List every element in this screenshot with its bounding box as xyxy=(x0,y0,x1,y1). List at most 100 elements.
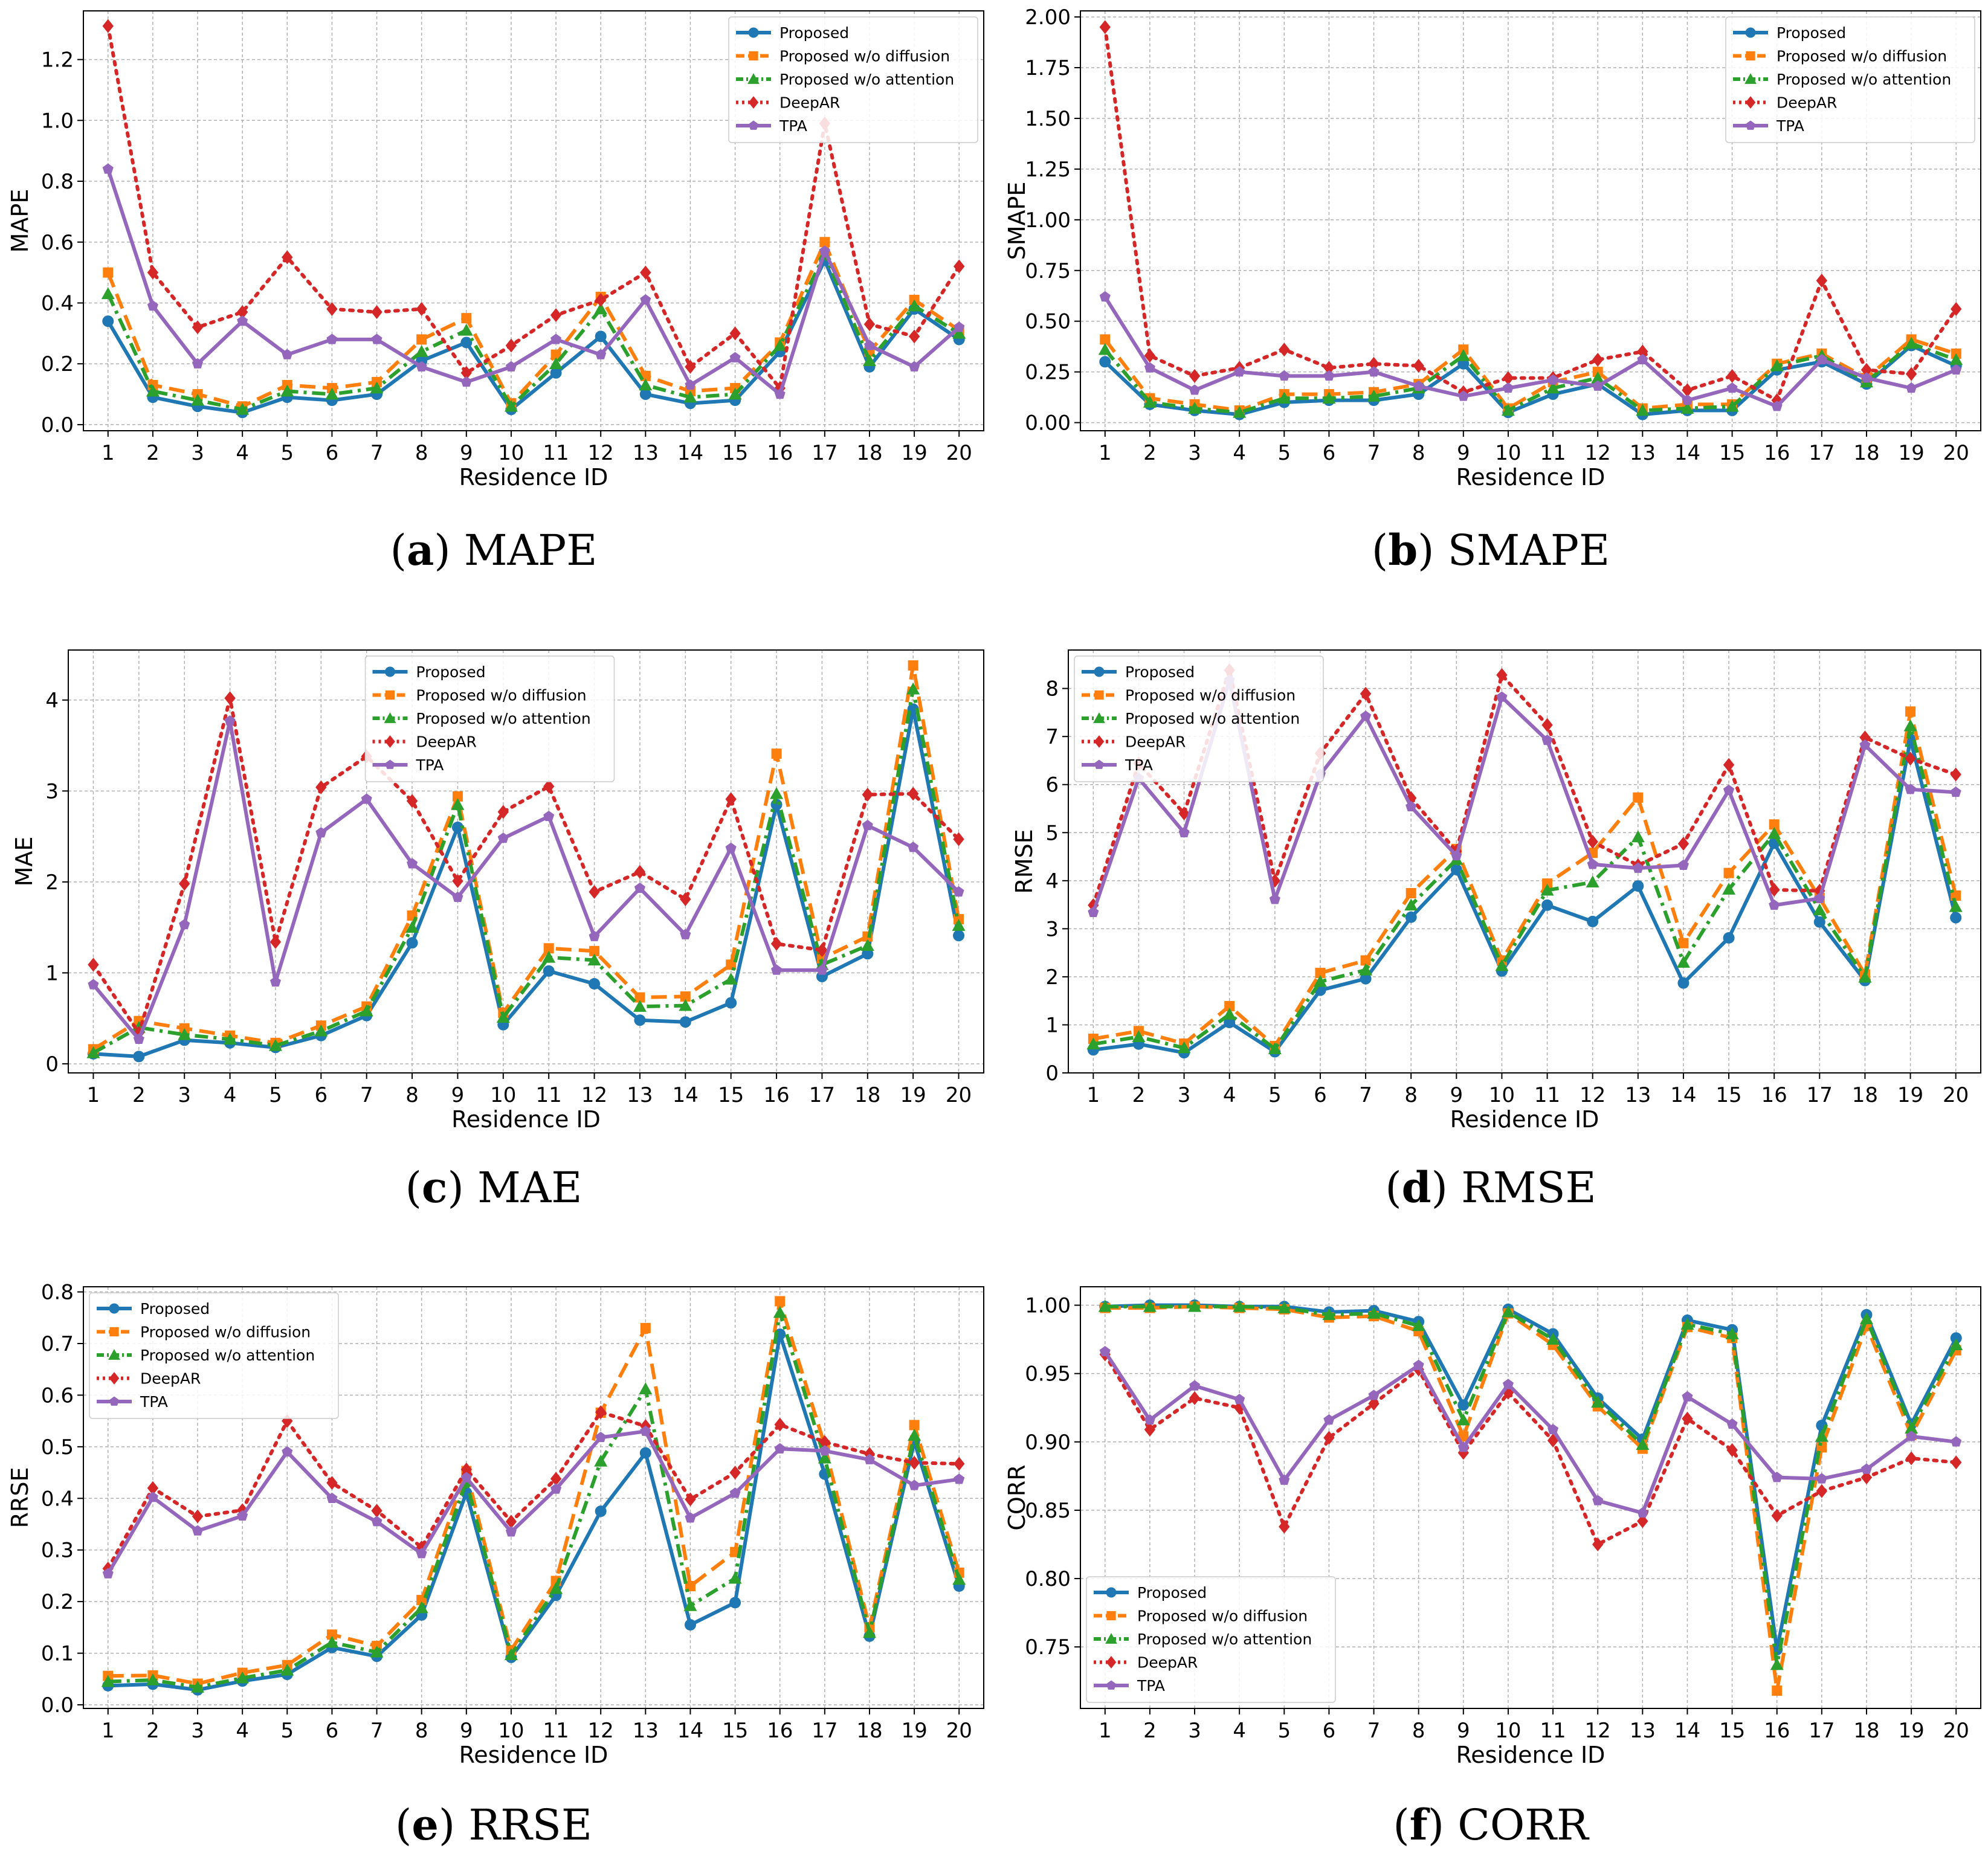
data-point xyxy=(1088,898,1099,912)
data-point xyxy=(407,858,418,869)
data-point xyxy=(634,864,646,879)
legend-label: DeepAR xyxy=(779,94,840,112)
data-point xyxy=(685,379,696,390)
data-point xyxy=(147,265,159,280)
y-tick-label: 0.85 xyxy=(1025,1499,1071,1523)
x-tick-label: 6 xyxy=(1314,1083,1327,1107)
series-line-4 xyxy=(1103,1352,1958,1547)
x-tick-label: 2 xyxy=(146,441,160,465)
data-point xyxy=(1905,706,1916,717)
legend-label: TPA xyxy=(779,117,807,135)
data-point xyxy=(1677,977,1689,989)
data-point xyxy=(1269,893,1280,904)
data-point xyxy=(1950,786,1961,797)
x-tick-label: 12 xyxy=(1580,1083,1606,1107)
data-point xyxy=(361,793,372,804)
data-point xyxy=(1905,1451,1917,1466)
data-point xyxy=(1723,868,1734,878)
x-tick-label: 14 xyxy=(677,441,703,465)
data-point xyxy=(633,1000,647,1012)
x-tick-label: 7 xyxy=(370,1719,384,1743)
plot-frame xyxy=(1068,649,1981,1074)
data-point xyxy=(549,1582,563,1594)
y-tick-label: 1.2 xyxy=(41,48,74,72)
x-tick-label: 9 xyxy=(451,1083,465,1107)
x-tick-label: 10 xyxy=(1489,1083,1515,1107)
data-point xyxy=(816,964,828,975)
series-line-3 xyxy=(106,252,960,411)
data-point xyxy=(1457,390,1469,401)
data-point xyxy=(909,361,920,372)
x-tick-label: 5 xyxy=(1268,1083,1282,1107)
data-point xyxy=(1359,963,1373,976)
legend-label: Proposed xyxy=(416,663,486,681)
data-point xyxy=(594,1454,608,1467)
data-point xyxy=(1949,900,1963,912)
x-tick-label: 11 xyxy=(1540,441,1566,465)
data-point xyxy=(1189,369,1201,383)
legend-marker xyxy=(1106,1611,1116,1621)
x-tick-label: 17 xyxy=(1809,441,1835,465)
data-point xyxy=(461,313,472,324)
data-point xyxy=(1587,858,1598,869)
data-point xyxy=(504,1648,518,1660)
series-line-1 xyxy=(93,707,961,1058)
data-point xyxy=(224,691,236,706)
data-point xyxy=(1099,356,1111,368)
x-tick-label: 8 xyxy=(1412,441,1425,465)
data-point xyxy=(280,1663,294,1676)
x-tick-label: 17 xyxy=(1809,1719,1835,1743)
data-point xyxy=(451,822,463,834)
data-point xyxy=(504,399,518,412)
data-point xyxy=(1632,880,1644,892)
x-tick-label: 11 xyxy=(1540,1719,1566,1743)
data-point xyxy=(860,939,874,951)
x-tick-label: 13 xyxy=(1630,441,1656,465)
x-tick-label: 6 xyxy=(1323,1719,1336,1743)
data-point xyxy=(405,921,419,933)
data-point xyxy=(1631,830,1645,843)
y-tick-label: 0.6 xyxy=(41,231,74,255)
x-tick-label: 10 xyxy=(1495,1719,1521,1743)
data-point xyxy=(1633,792,1644,803)
data-point xyxy=(770,787,784,799)
data-point xyxy=(1413,359,1424,373)
data-point xyxy=(728,1571,742,1584)
y-tick-label: 1 xyxy=(45,961,59,985)
data-point xyxy=(640,1322,651,1333)
y-axis-label: RMSE xyxy=(1011,829,1038,893)
x-tick-label: 19 xyxy=(901,441,927,465)
data-point xyxy=(1188,1299,1202,1312)
data-point xyxy=(1496,691,1508,702)
legend-marker xyxy=(1094,690,1104,700)
data-point xyxy=(1772,1685,1783,1696)
data-point xyxy=(1592,1495,1604,1505)
x-tick-label: 5 xyxy=(280,1719,294,1743)
data-point xyxy=(587,953,601,966)
y-tick-label: 1.00 xyxy=(1025,1294,1071,1318)
data-point xyxy=(1450,864,1462,876)
data-point xyxy=(726,959,737,970)
y-tick-label: 0.8 xyxy=(41,1281,74,1305)
series-line-5 xyxy=(1103,295,1957,408)
data-point xyxy=(1906,382,1917,393)
legend-box xyxy=(728,16,978,143)
legend-label: Proposed w/o attention xyxy=(1125,710,1300,727)
data-point xyxy=(634,882,645,893)
panel-caption: (c) MAE xyxy=(405,1162,583,1212)
x-tick-label: 9 xyxy=(1450,1083,1463,1107)
data-point xyxy=(634,992,645,1003)
x-tick-label: 16 xyxy=(1764,1719,1790,1743)
x-tick-label: 5 xyxy=(1277,1719,1291,1743)
x-tick-label: 20 xyxy=(1943,441,1969,465)
x-tick-label: 9 xyxy=(460,1719,473,1743)
x-tick-label: 6 xyxy=(326,1719,339,1743)
x-tick-label: 16 xyxy=(1761,1083,1787,1107)
data-point xyxy=(685,359,696,374)
x-tick-label: 2 xyxy=(132,1083,146,1107)
data-point xyxy=(908,842,919,852)
data-point xyxy=(1323,361,1335,375)
data-point xyxy=(460,365,473,380)
data-point xyxy=(326,1476,338,1490)
x-tick-label: 17 xyxy=(809,1083,835,1107)
